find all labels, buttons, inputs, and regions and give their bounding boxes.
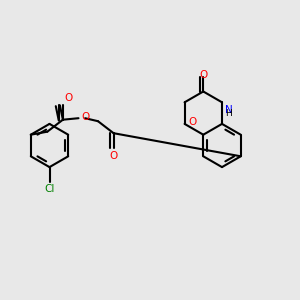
- Text: N: N: [225, 105, 233, 115]
- Text: O: O: [82, 112, 90, 122]
- Text: H: H: [225, 109, 232, 118]
- Text: O: O: [188, 117, 196, 128]
- Text: O: O: [64, 93, 73, 103]
- Text: O: O: [110, 151, 118, 161]
- Text: Cl: Cl: [44, 184, 55, 194]
- Text: O: O: [199, 70, 207, 80]
